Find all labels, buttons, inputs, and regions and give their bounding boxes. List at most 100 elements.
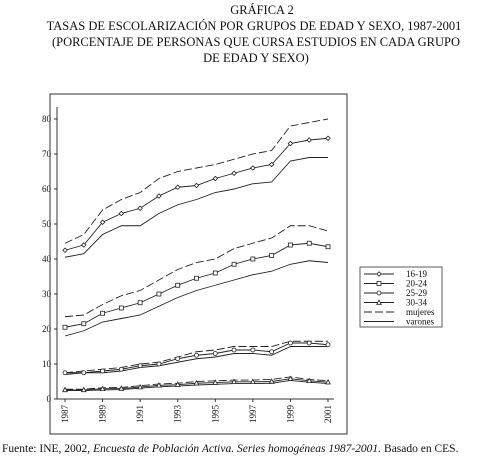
marker bbox=[193, 182, 200, 189]
marker bbox=[174, 184, 181, 191]
marker bbox=[175, 356, 181, 362]
marker bbox=[325, 342, 331, 348]
x-tick-label: 2001 bbox=[323, 405, 333, 423]
marker bbox=[287, 140, 294, 147]
marker bbox=[325, 244, 331, 250]
source-prefix: Fuente: INE, 2002, bbox=[2, 443, 91, 455]
x-tick-label: 1995 bbox=[210, 405, 220, 424]
legend-label: 30-34 bbox=[406, 298, 427, 308]
marker bbox=[99, 219, 106, 226]
marker bbox=[249, 378, 256, 385]
x-tick-label: 1987 bbox=[60, 405, 70, 424]
marker bbox=[155, 382, 162, 388]
marker bbox=[231, 170, 237, 177]
marker bbox=[62, 324, 68, 330]
chart: GRÁFICA 2 TASAS DE ESCOLARIZACIÓN POR GR… bbox=[42, 3, 462, 435]
marker bbox=[306, 240, 312, 246]
marker bbox=[231, 347, 237, 353]
marker bbox=[118, 305, 124, 311]
marker bbox=[156, 291, 162, 297]
marker bbox=[137, 363, 143, 369]
marker bbox=[212, 175, 219, 182]
marker bbox=[137, 300, 143, 306]
marker bbox=[288, 340, 293, 346]
legend-box bbox=[359, 266, 443, 328]
marker bbox=[212, 379, 219, 385]
y-tick-label: 30 bbox=[42, 289, 52, 299]
marker bbox=[212, 351, 218, 356]
legend-marker bbox=[376, 281, 382, 286]
chart-title: GRÁFICA 2 bbox=[230, 3, 294, 17]
plot-frame bbox=[49, 93, 348, 435]
male-line bbox=[64, 157, 328, 258]
legend-marker bbox=[376, 290, 382, 296]
marker bbox=[62, 370, 68, 376]
male-line bbox=[64, 260, 329, 337]
chart-subtitle: TASAS DE ESCOLARIZACIÓN POR GRUPOS DE ED… bbox=[47, 19, 462, 33]
female-line bbox=[64, 340, 328, 374]
marker bbox=[99, 385, 106, 392]
marker bbox=[100, 310, 105, 316]
marker bbox=[118, 210, 125, 217]
y-tick-label: 70 bbox=[42, 149, 52, 159]
chart-subtitle: DE EDAD Y SEXO) bbox=[203, 51, 309, 65]
y-tick-label: 50 bbox=[42, 219, 52, 229]
marker bbox=[250, 165, 256, 171]
marker bbox=[81, 370, 87, 376]
marker bbox=[325, 378, 331, 385]
marker bbox=[231, 378, 238, 385]
marker bbox=[81, 321, 87, 327]
legend-label: varones bbox=[406, 317, 434, 327]
marker bbox=[287, 375, 294, 381]
marker bbox=[156, 193, 162, 199]
marker bbox=[269, 253, 275, 258]
marker bbox=[118, 366, 124, 372]
marker bbox=[194, 352, 199, 358]
x-tick-label: 1989 bbox=[98, 405, 108, 424]
marker bbox=[269, 349, 275, 355]
y-tick-label: 10 bbox=[42, 359, 52, 369]
marker bbox=[194, 275, 199, 281]
legend-label: 16-19 bbox=[406, 269, 427, 279]
marker bbox=[156, 361, 162, 367]
marker bbox=[231, 261, 237, 267]
x-tick-label: 1991 bbox=[135, 405, 145, 423]
y-tick-label: 60 bbox=[42, 184, 52, 194]
marker bbox=[250, 256, 256, 262]
chart-subtitle: (PORCENTAJE DE PERSONAS QUE CURSA ESTUDI… bbox=[52, 35, 460, 49]
marker bbox=[118, 385, 125, 391]
y-tick-label: 80 bbox=[42, 114, 52, 124]
marker bbox=[81, 242, 87, 248]
x-tick-label: 1993 bbox=[173, 405, 183, 424]
female-line bbox=[64, 225, 329, 318]
legend-label: 25-29 bbox=[406, 288, 427, 298]
y-tick-label: 0 bbox=[47, 394, 52, 404]
marker bbox=[268, 378, 275, 384]
x-tick-label: 1997 bbox=[248, 405, 258, 424]
y-tick-label: 20 bbox=[42, 324, 52, 334]
female-line bbox=[64, 118, 329, 244]
marker bbox=[80, 386, 87, 393]
marker bbox=[193, 380, 200, 386]
legend-marker bbox=[376, 271, 382, 277]
marker bbox=[325, 135, 331, 142]
marker bbox=[250, 347, 256, 353]
marker bbox=[212, 270, 218, 276]
x-tick-label: 1999 bbox=[285, 405, 295, 424]
marker bbox=[175, 282, 181, 288]
source: Fuente: INE, 2002, Encuesta de Población … bbox=[2, 443, 458, 455]
marker bbox=[288, 242, 293, 248]
marker bbox=[268, 161, 275, 168]
marker bbox=[137, 383, 144, 390]
marker bbox=[306, 377, 313, 384]
marker bbox=[174, 381, 181, 387]
legend-label: 20-24 bbox=[406, 279, 427, 289]
marker bbox=[306, 340, 312, 346]
source-suffix: Basado en CES. bbox=[384, 443, 459, 455]
marker bbox=[306, 137, 312, 143]
legend-marker bbox=[376, 299, 382, 305]
marker bbox=[62, 247, 68, 254]
legend-label: mujeres bbox=[406, 307, 435, 317]
male-line bbox=[64, 346, 328, 375]
